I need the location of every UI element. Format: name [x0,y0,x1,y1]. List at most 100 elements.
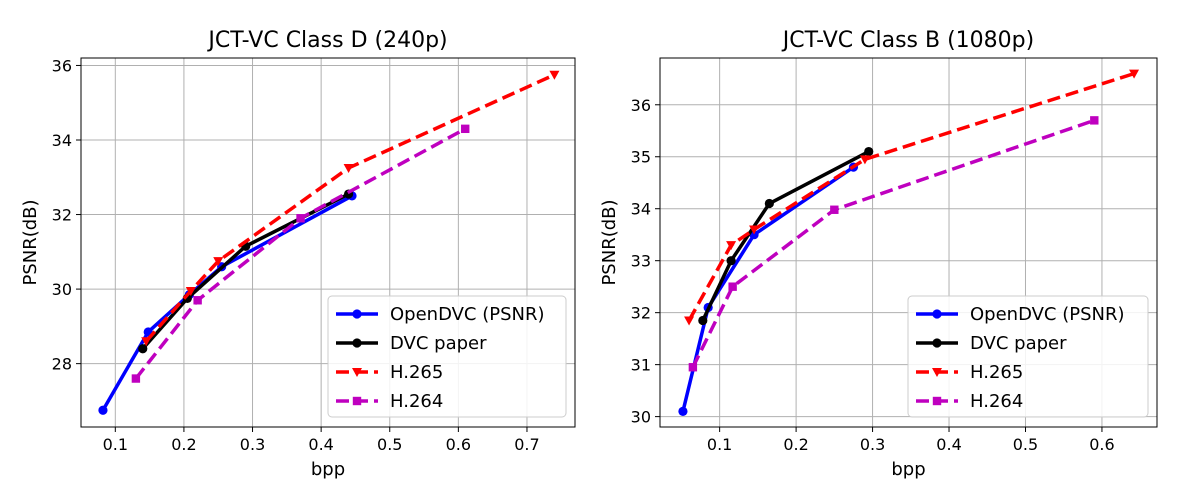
series-line [101,194,353,412]
chart-title: JCT-VC Class D (240p) [206,28,447,53]
x-tick-label: 0.5 [1013,435,1038,454]
data-point [726,241,737,251]
x-tick-label: 0.5 [377,435,402,454]
y-tick-label: 32 [52,206,72,225]
data-point [343,163,354,173]
data-point [728,282,737,291]
legend-swatch-marker [352,338,362,348]
y-axis-label: PSNR(dB) [20,199,41,285]
data-point [749,225,760,235]
series-h-265 [141,70,560,347]
x-tick-label: 0.3 [240,435,265,454]
y-tick-label: 30 [631,408,651,427]
legend-label: H.264 [970,391,1023,412]
y-tick-label: 30 [52,280,72,299]
data-point [141,337,152,347]
x-tick-label: 0.4 [308,435,333,454]
series-line [141,192,350,350]
x-axis-label: bpp [891,459,925,480]
data-point [859,155,870,165]
legend-swatch-marker [932,338,942,348]
data-point [296,214,305,223]
x-tick-label: 0.6 [1089,435,1114,454]
x-tick-label: 0.1 [707,435,732,454]
data-point [688,363,698,372]
legend-swatch-marker [932,368,942,377]
y-tick-label: 28 [52,355,72,374]
data-point [864,146,874,157]
x-tick-label: 0.4 [936,435,961,454]
data-point [213,257,224,267]
y-tick-label: 34 [631,200,651,219]
series-line [701,149,870,322]
data-point [549,70,560,80]
y-tick-label: 36 [631,96,651,115]
y-tick-label: 33 [631,252,651,271]
y-axis-label: PSNR(dB) [599,199,620,285]
y-tick-label: 32 [631,304,651,323]
series-h-264 [131,124,470,383]
data-point [684,316,695,326]
legend-swatch-marker [352,368,362,377]
legend-label: OpenDVC (PSNR) [970,304,1125,325]
x-tick-label: 0.2 [171,435,196,454]
legend-label: OpenDVC (PSNR) [390,304,545,325]
legend-item: DVC paper [336,333,487,354]
data-point [185,286,196,296]
chart-title: JCT-VC Class B (1080p) [781,28,1034,53]
legend: OpenDVC (PSNR) DVC paper H.265 H.264 [907,295,1149,418]
x-tick-label: 0.6 [446,435,471,454]
legend-item: OpenDVC (PSNR) [336,304,545,325]
data-point [131,374,141,383]
series-line [134,127,467,380]
data-point [98,405,108,415]
data-point [830,205,839,214]
chart-panel-class-b: 0.1 0.2 0.3 0.4 0.5 0.6 30 31 32 33 34 35 36 JCT-VC C… [599,28,1158,480]
series-line [691,118,1095,369]
legend-label: H.265 [970,362,1023,383]
y-tick-label: 36 [52,56,72,75]
legend-label: DVC paper [970,333,1067,354]
data-point [1129,69,1140,79]
data-point [678,406,688,417]
series-dvc-paper [698,146,874,326]
legend-swatch-marker [932,309,942,319]
legend-label: DVC paper [390,333,487,354]
data-point [1090,116,1099,125]
legend-label: H.265 [390,362,443,383]
x-tick-label: 0.2 [783,435,808,454]
legend: OpenDVC (PSNR) DVC paper H.265 H.264 [327,295,567,418]
data-point [193,296,202,305]
data-point [698,315,708,326]
legend-item: H.264 [916,391,1023,412]
y-tick-label: 35 [631,148,651,167]
data-point [764,198,774,209]
plot-frame [659,57,1158,428]
legend-item: H.264 [336,391,443,412]
data-point [726,256,736,266]
x-tick-label: 0.1 [103,435,128,454]
series-h-265 [684,69,1140,326]
legend-item: DVC paper [916,333,1067,354]
x-tick-label: 0.3 [860,435,885,454]
data-point [138,344,148,354]
y-tick-label: 31 [631,356,651,375]
legend-box [907,295,1149,418]
y-tick-label: 34 [52,131,72,150]
legend-swatch-marker [932,396,942,406]
plot-frame [80,57,576,428]
legend-label: H.264 [390,391,443,412]
legend-box [327,295,567,418]
legend-item: H.265 [336,362,443,383]
legend-item: OpenDVC (PSNR) [916,304,1125,325]
x-axis-label: bpp [311,459,345,480]
series-line [687,71,1135,322]
legend-swatch-marker [352,309,362,319]
series-h-264 [688,116,1099,372]
legend-item: H.265 [916,362,1023,383]
chart-panel-class-d: 0.1 0.2 0.3 0.4 0.5 0.6 0.7 28 30 32 34 36 JCT-VC Cl… [20,28,576,480]
x-tick-label: 0.7 [514,435,539,454]
legend-swatch-marker [352,396,362,406]
data-point [461,124,470,134]
